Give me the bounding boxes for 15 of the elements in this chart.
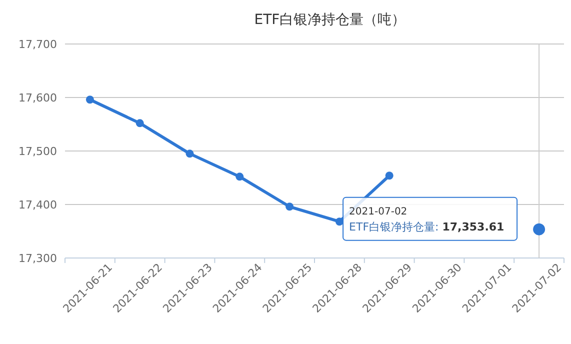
point: [136, 119, 144, 128]
point: [236, 172, 244, 181]
y-tick-label: 17,400: [18, 198, 57, 212]
annotation: ETF白银净持仓量: 17,353.61: [349, 220, 504, 234]
point: [335, 218, 344, 226]
y-tick-label: 17,500: [18, 145, 57, 158]
y-tick-label: 17,300: [18, 252, 57, 265]
point: [286, 202, 294, 211]
point: [385, 172, 394, 180]
y-tick-label: 17,600: [18, 92, 57, 104]
point: [186, 150, 194, 158]
annotation: 2021-07-02: [349, 206, 408, 218]
chart-title: ETF白银净持仓量（吨）: [254, 12, 406, 28]
y-tick-label: 17,700: [18, 38, 57, 51]
point: [86, 96, 94, 104]
